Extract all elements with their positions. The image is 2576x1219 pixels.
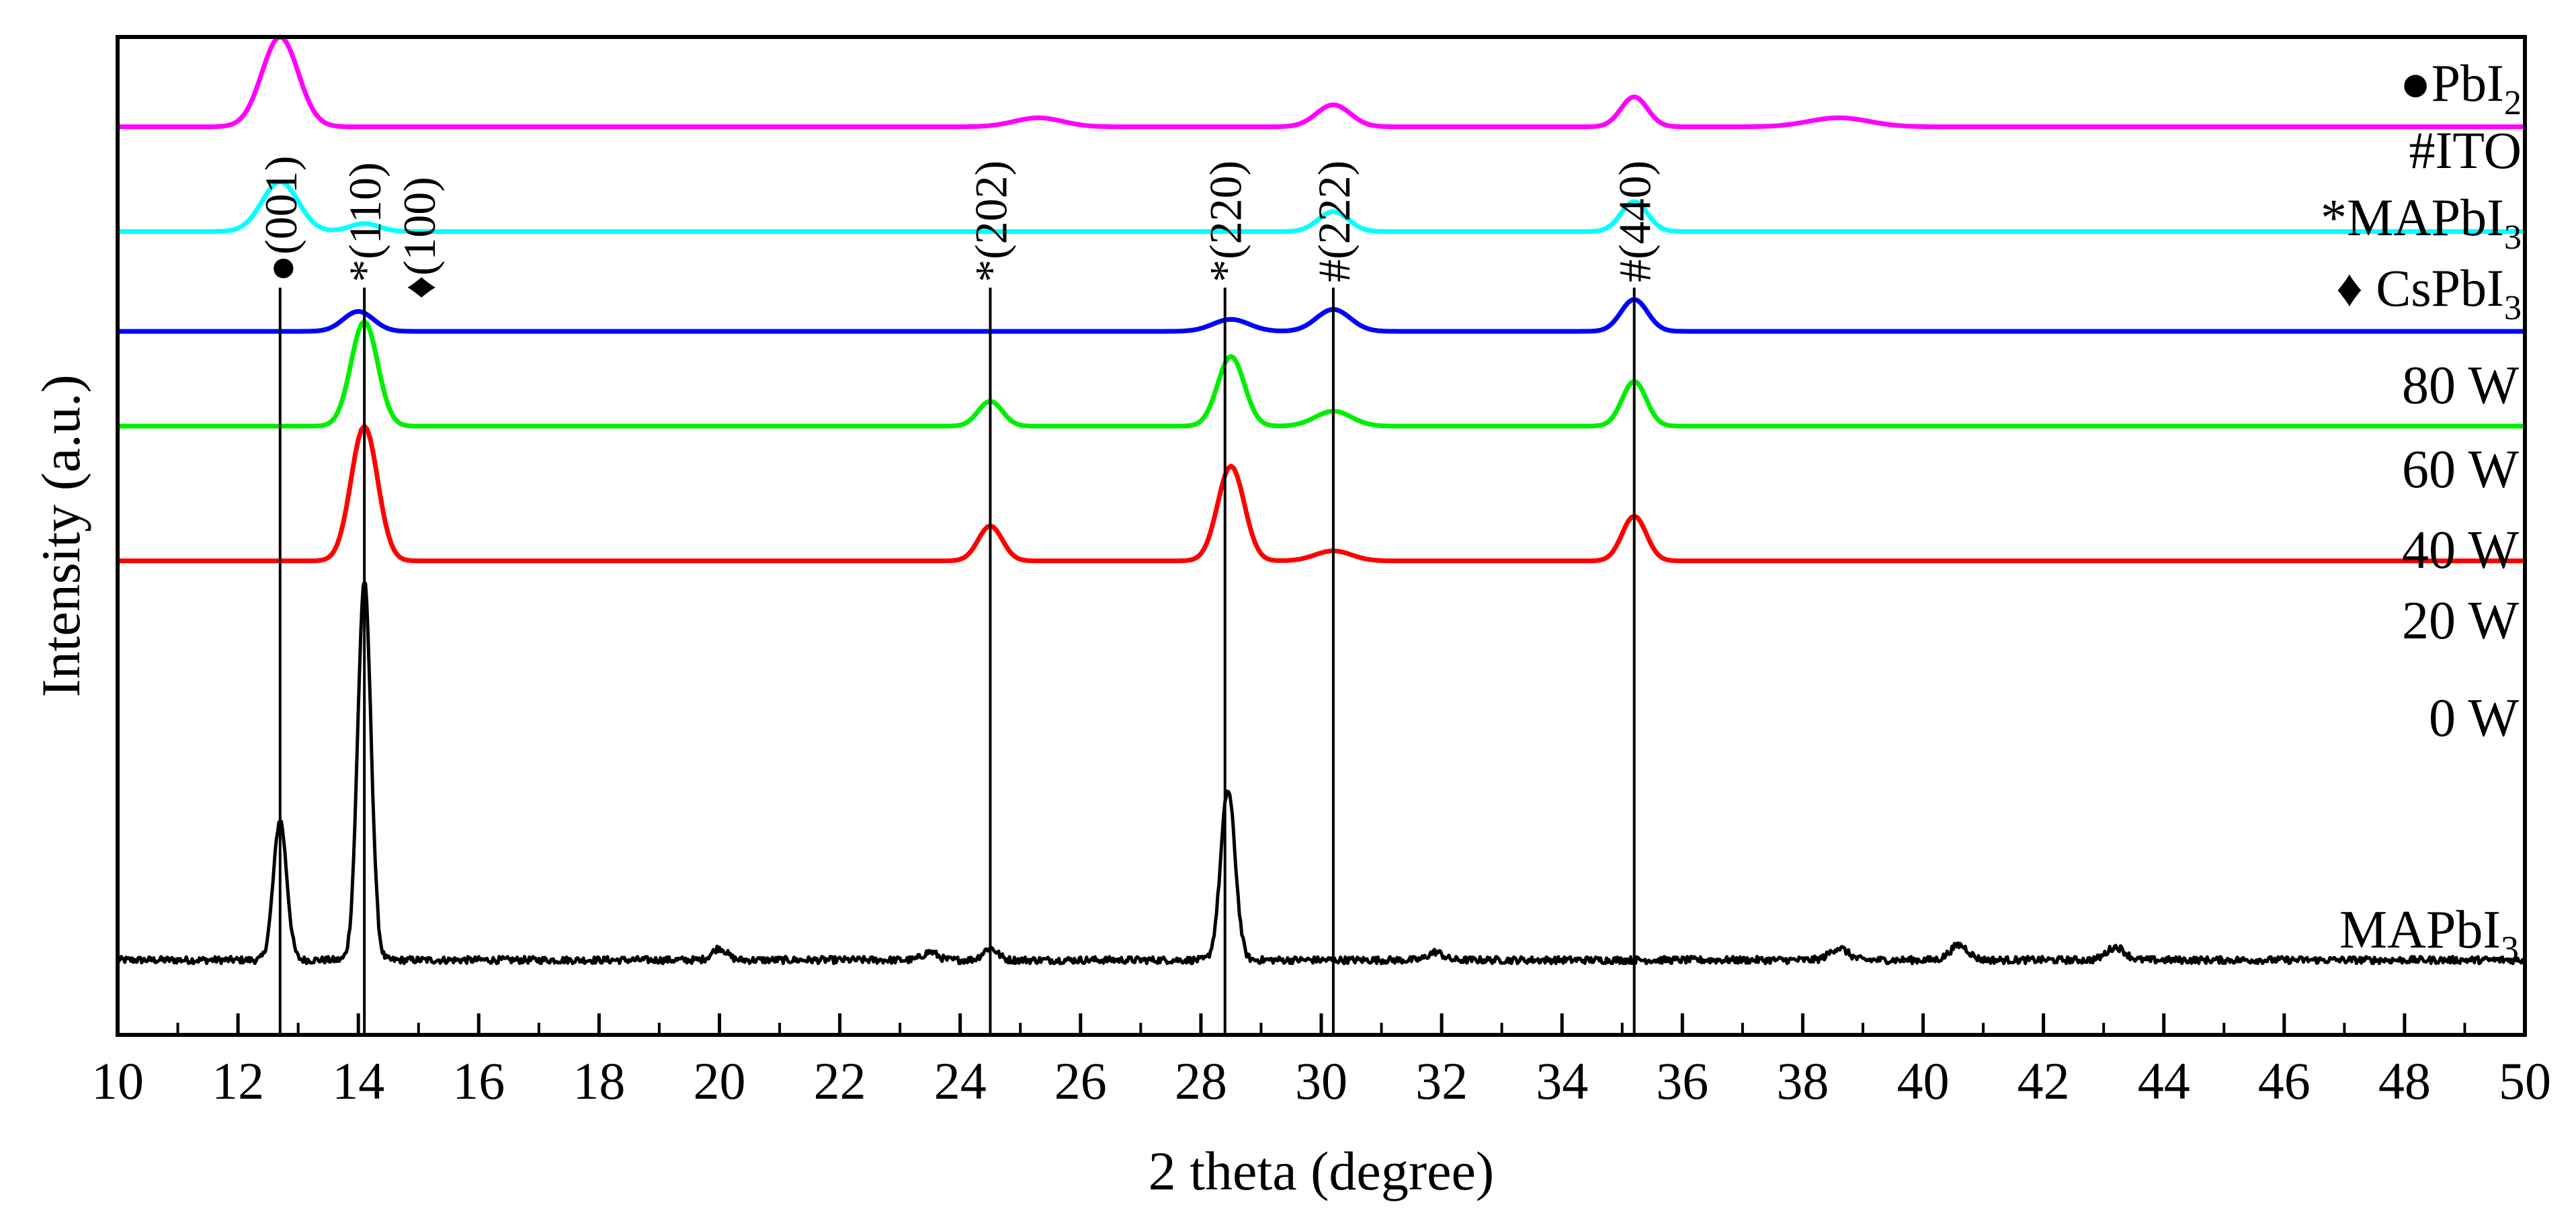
series-line-w60 [118, 179, 2525, 235]
peak-marker: * [339, 259, 390, 282]
peak-label: (220) [1200, 161, 1251, 259]
peak-label: (222) [1308, 161, 1360, 259]
peak-marker: # [1308, 259, 1360, 282]
x-tick-label: 10 [91, 1052, 144, 1110]
x-tick-label: 14 [332, 1052, 384, 1110]
x-tick-label: 22 [814, 1052, 866, 1110]
series-label-w40: 40 W [2402, 521, 2520, 580]
peak-marker: * [1200, 259, 1251, 282]
legend-marker: # [2409, 121, 2435, 179]
x-tick-label: 46 [2258, 1052, 2311, 1110]
x-tick-label: 48 [2378, 1052, 2431, 1110]
y-axis-title: Intensity (a.u.) [30, 374, 91, 697]
legend-entry-3: ♦ CsPbI3 [2336, 259, 2522, 327]
peak-annotation-3: *(220) [1200, 161, 1251, 282]
x-tick-label: 18 [573, 1052, 625, 1110]
series-label-w60: 60 W [2402, 440, 2520, 499]
series-line-w20 [118, 319, 2525, 429]
x-tick-label: 42 [2018, 1052, 2070, 1110]
legend-marker: * [2321, 188, 2347, 247]
x-tick-label: 12 [212, 1052, 264, 1110]
x-tick-label: 50 [2499, 1052, 2551, 1110]
x-tick-label: 32 [1415, 1052, 1468, 1110]
series-line-w40 [118, 297, 2525, 334]
axes-layer: 10 12 14 16 18 20 22 24 26 28 30 32 34 36 38 40 42 44 46 48… [30, 35, 2551, 1202]
series-label-w20: 20 W [2402, 591, 2520, 650]
extra-label: (100) [394, 177, 445, 276]
peak-marker: * [965, 259, 1016, 282]
x-tick-label: 36 [1656, 1052, 1708, 1110]
x-tick-label: 20 [694, 1052, 746, 1110]
x-tick-label: 24 [934, 1052, 987, 1110]
extra-annotation-0: ♦(100) [394, 177, 445, 299]
legend-name: ITO [2435, 121, 2522, 179]
x-tick-label: 44 [2138, 1052, 2190, 1110]
legend-name: MAPbI [2347, 188, 2504, 247]
x-tick-label: 26 [1054, 1052, 1107, 1110]
series-line-mapbi3 [116, 580, 2527, 966]
labels-layer: ●(001)*(110)*(202)*(220)#(222)#(440)♦(10… [255, 54, 2522, 969]
peak-annotation-4: #(222) [1308, 161, 1360, 282]
series-layer [116, 34, 2527, 966]
legend-entry-1: #ITO [2409, 121, 2522, 179]
peak-annotation-0: ●(001) [255, 156, 306, 282]
x-tick-label: 34 [1536, 1052, 1588, 1110]
x-tick-label: 40 [1897, 1052, 1950, 1110]
peak-label: (202) [965, 161, 1016, 259]
legend-sub: 2 [2504, 84, 2522, 122]
x-tick-label: 38 [1776, 1052, 1829, 1110]
legend-name: PbI [2432, 54, 2504, 112]
x-tick-label: 30 [1295, 1052, 1347, 1110]
series-label-w80: 80 W [2402, 356, 2520, 415]
peak-label: (001) [255, 156, 306, 255]
peak-annotation-5: #(440) [1610, 161, 1661, 282]
legend-entry-2: *MAPbI3 [2321, 188, 2522, 257]
peak-label: (110) [339, 162, 390, 259]
peak-annotation-2: *(202) [965, 161, 1016, 282]
legend-entry-0: ●PbI2 [2400, 54, 2522, 122]
extra-marker: ♦ [394, 276, 445, 299]
x-tick-label: 16 [452, 1052, 505, 1110]
peak-label: (440) [1610, 161, 1661, 259]
legend-marker: ♦ [2336, 259, 2376, 317]
legend-sub: 3 [2504, 218, 2522, 257]
legend-marker: ● [2400, 54, 2432, 112]
series-label-w0: 0 W [2429, 689, 2520, 748]
series-line-w0 [118, 423, 2525, 564]
x-tick-label: 28 [1175, 1052, 1227, 1110]
peak-marker: ● [255, 255, 306, 282]
x-axis-title: 2 theta (degree) [1149, 1140, 1494, 1202]
reference-lines-layer [278, 288, 1636, 1035]
series-label-mapbi3: MAPbI3 [2339, 900, 2519, 969]
legend-name: CsPbI [2376, 259, 2504, 317]
peak-annotation-1: *(110) [339, 162, 390, 282]
peak-marker: # [1610, 259, 1661, 282]
series-line-w80 [118, 34, 2525, 130]
legend-sub: 3 [2504, 289, 2522, 327]
